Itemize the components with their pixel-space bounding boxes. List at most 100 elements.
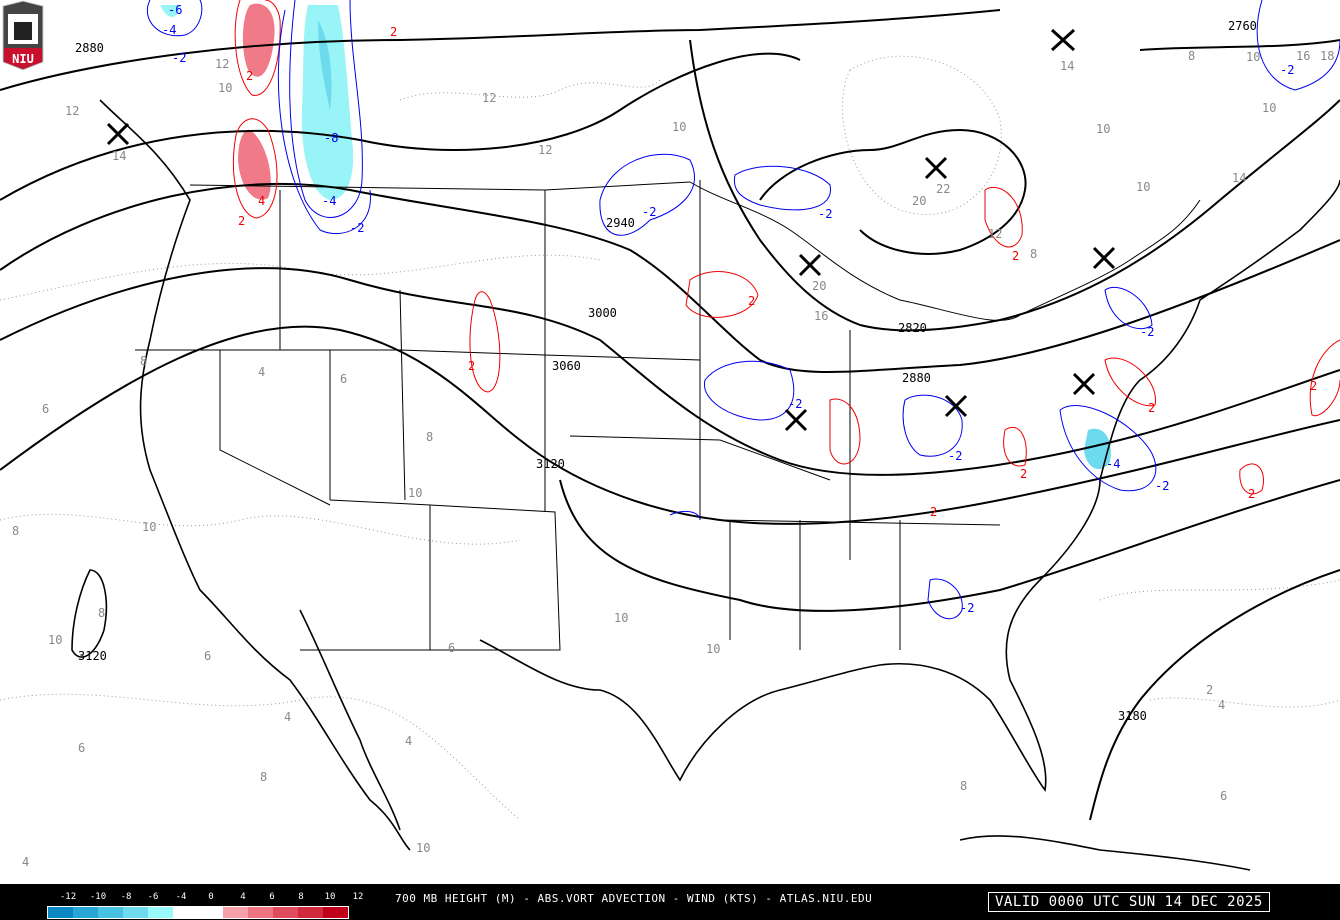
vort-max-x-icon	[944, 394, 968, 418]
height-label: 2760	[1228, 19, 1257, 33]
vorticity-label: 18	[1320, 49, 1334, 63]
positive-advection-label: 2	[1020, 467, 1027, 481]
colorbar-swatch	[148, 907, 173, 918]
colorbar-swatch	[323, 907, 348, 918]
vorticity-label: 10	[218, 81, 232, 95]
negative-advection-label: -2	[960, 601, 974, 615]
colorbar-label: -12	[59, 892, 77, 902]
vorticity-label: 12	[538, 143, 552, 157]
vort-max-x-icon	[798, 253, 822, 277]
negative-advection-fill	[160, 5, 180, 18]
vorticity-label: 10	[408, 486, 422, 500]
vorticity-label: 6	[1220, 789, 1227, 803]
vorticity-label: 10	[614, 611, 628, 625]
vorticity-label: 8	[12, 524, 19, 538]
shaded-advection	[160, 3, 1111, 470]
positive-advection-label: 2	[1310, 379, 1317, 393]
height-label: 3000	[588, 306, 617, 320]
vorticity-label: 16	[1296, 49, 1310, 63]
colorbar-swatch	[48, 907, 73, 918]
colorbar-swatch	[173, 907, 198, 918]
positive-advection-label: 2	[1012, 249, 1019, 263]
vorticity-contours	[0, 55, 1340, 821]
vort-max-x-icon	[1092, 246, 1116, 270]
vort-max-x-icon	[1050, 28, 1076, 52]
vorticity-label: 10	[1136, 180, 1150, 194]
vorticity-label: 10	[672, 120, 686, 134]
vorticity-label: 8	[960, 779, 967, 793]
colorbar-swatch	[198, 907, 223, 918]
negative-advection-label: -2	[948, 449, 962, 463]
positive-advection-label: 2	[246, 69, 253, 83]
negative-advection-label: -4	[1106, 457, 1120, 471]
vorticity-label: 10	[48, 633, 62, 647]
colorbar	[47, 906, 349, 919]
positive-advection-label: 2	[468, 359, 475, 373]
vorticity-label: 4	[284, 710, 291, 724]
colorbar-swatch	[223, 907, 248, 918]
colorbar-label: -4	[175, 892, 187, 902]
negative-advection-label: -6	[168, 3, 182, 17]
positive-advection-label: 2	[238, 214, 245, 228]
vorticity-label: 20	[812, 279, 826, 293]
vorticity-label: 12	[215, 57, 229, 71]
vorticity-label: 6	[340, 372, 347, 386]
vorticity-label: 8	[98, 606, 105, 620]
vorticity-label: 10	[416, 841, 430, 855]
colorbar-swatch	[98, 907, 123, 918]
colorbar-label: 4	[240, 892, 246, 902]
vorticity-label: 8	[1030, 247, 1037, 261]
positive-advection-fill	[238, 129, 271, 200]
negative-advection-label: -2	[172, 51, 186, 65]
vorticity-label: 6	[42, 402, 49, 416]
negative-advection-label: -2	[788, 397, 802, 411]
vorticity-label: 6	[78, 741, 85, 755]
negative-advection-label: -2	[642, 205, 656, 219]
height-label: 2820	[898, 321, 927, 335]
advection-contours	[147, 0, 1340, 620]
negative-advection-label: -2	[1280, 63, 1294, 77]
vorticity-label: 12	[482, 91, 496, 105]
logo-text: NIU	[12, 52, 34, 66]
vorticity-label: 12	[988, 227, 1002, 241]
vort-max-x-icon	[1072, 372, 1096, 396]
positive-advection-label: 2	[1248, 487, 1255, 501]
vorticity-label: 16	[814, 309, 828, 323]
height-label: 2940	[606, 216, 635, 230]
vorticity-label: 10	[706, 642, 720, 656]
colorbar-label: 8	[298, 892, 304, 902]
height-label: 2880	[75, 41, 104, 55]
vorticity-label: 8	[260, 770, 267, 784]
vorticity-label: 20	[912, 194, 926, 208]
negative-advection-label: -2	[818, 207, 832, 221]
positive-advection-label: 4	[258, 194, 265, 208]
vorticity-maxima	[106, 28, 1116, 432]
height-labels: 2880 2760 2940 3000 3060 3120 3120 2820 …	[75, 19, 1257, 723]
vorticity-label: 4	[22, 855, 29, 869]
negative-advection-label: -4	[162, 23, 176, 37]
negative-advection-label: -2	[350, 221, 364, 235]
negative-advection-label: -4	[322, 194, 336, 208]
positive-advection-label: 2	[748, 294, 755, 308]
valid-time: VALID 0000 UTC SUN 14 DEC 2025	[988, 892, 1270, 912]
colorbar-label: -10	[89, 892, 107, 902]
vorticity-label: 8	[426, 430, 433, 444]
positive-advection-label: 2	[1148, 401, 1155, 415]
vorticity-label: 22	[936, 182, 950, 196]
vorticity-label: 10	[142, 520, 156, 534]
vorticity-label: 4	[258, 365, 265, 379]
height-label: 2880	[902, 371, 931, 385]
vorticity-label: 6	[204, 649, 211, 663]
vorticity-label: 14	[1232, 171, 1246, 185]
height-label: 3060	[552, 359, 581, 373]
colorbar-swatch	[123, 907, 148, 918]
vorticity-label: 6	[448, 641, 455, 655]
vorticity-label: 2	[1206, 683, 1213, 697]
footer-bar: -12 -10 -8 -6 -4 0 4 6 8 10 12 700 MB HEIGHT (M) -…	[0, 884, 1340, 920]
map-canvas: 2880 2760 2940 3000 3060 3120 3120 2820 …	[0, 0, 1340, 884]
vort-max-x-icon	[924, 156, 948, 180]
vorticity-label: 14	[112, 149, 126, 163]
colorbar-swatch	[248, 907, 273, 918]
height-label: 3180	[1118, 709, 1147, 723]
